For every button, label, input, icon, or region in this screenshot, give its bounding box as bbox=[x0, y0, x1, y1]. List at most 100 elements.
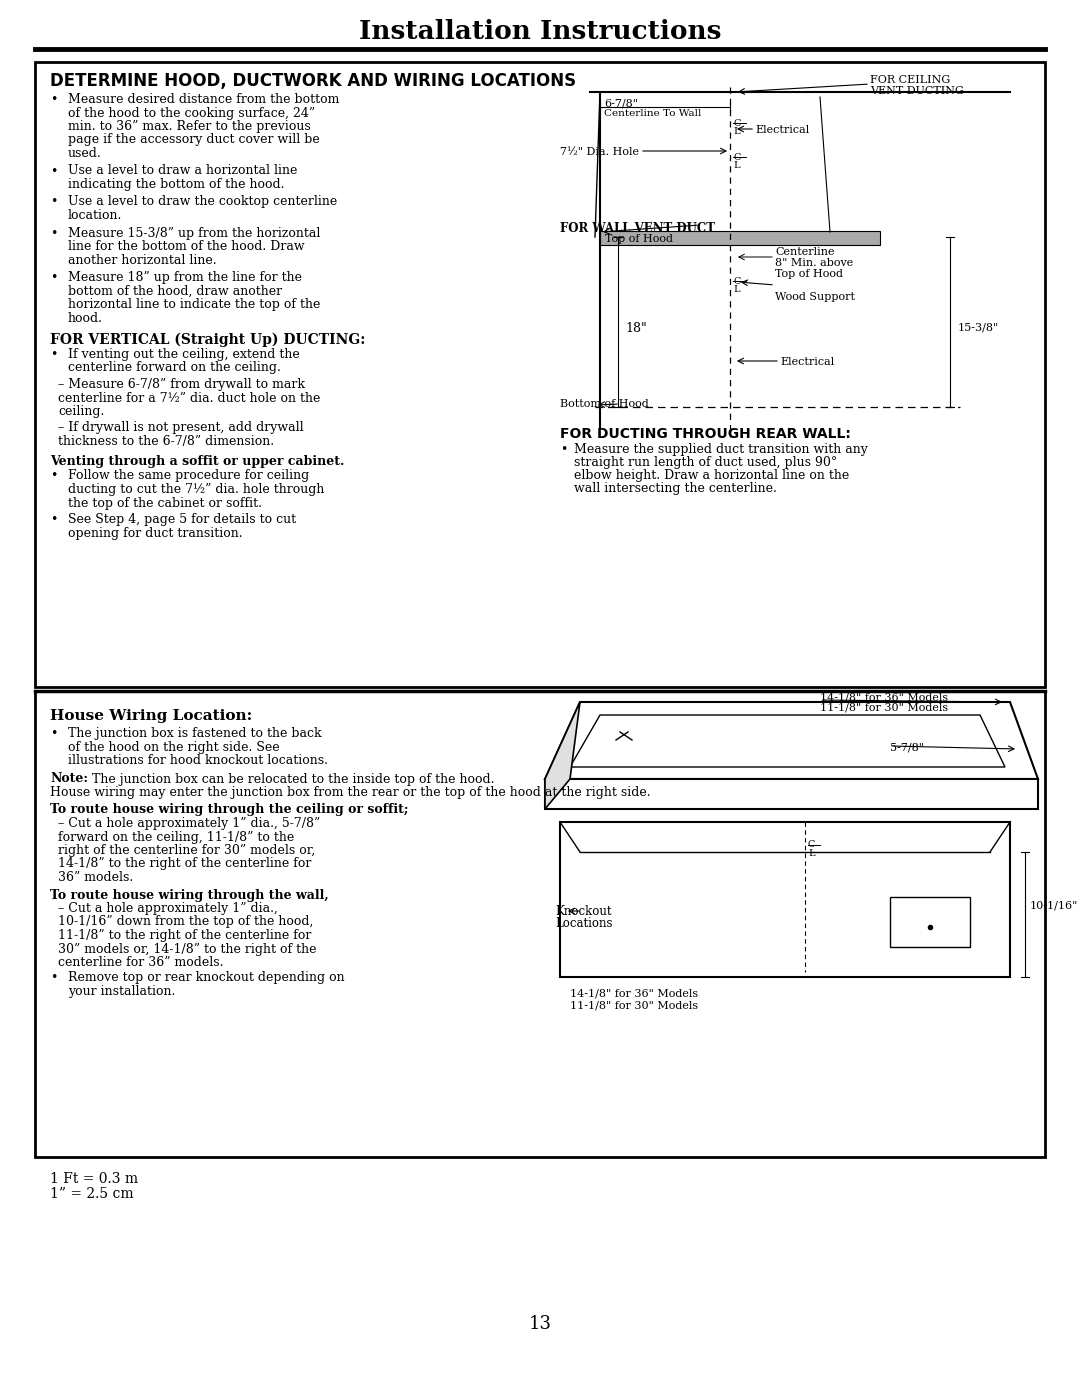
Text: another horizontal line.: another horizontal line. bbox=[68, 253, 217, 267]
Text: •: • bbox=[561, 443, 567, 455]
Text: L: L bbox=[808, 849, 814, 858]
Bar bbox=[35, 692, 1045, 1157]
Text: 1” = 2.5 cm: 1” = 2.5 cm bbox=[50, 1187, 134, 1201]
Text: Venting through a soffit or upper cabinet.: Venting through a soffit or upper cabine… bbox=[50, 455, 345, 468]
Polygon shape bbox=[545, 780, 1038, 809]
Text: Centerline: Centerline bbox=[775, 247, 835, 257]
Text: VENT DUCTING: VENT DUCTING bbox=[870, 87, 963, 96]
Bar bbox=[561, 821, 1010, 977]
Text: •: • bbox=[50, 971, 57, 985]
Text: straight run length of duct used, plus 90°: straight run length of duct used, plus 9… bbox=[573, 455, 837, 469]
Text: The junction box can be relocated to the inside top of the hood.: The junction box can be relocated to the… bbox=[87, 773, 495, 785]
Text: 14-1/8" for 36" Models: 14-1/8" for 36" Models bbox=[570, 989, 698, 999]
Text: Measure the supplied duct transition with any: Measure the supplied duct transition wit… bbox=[573, 443, 868, 455]
Text: 13: 13 bbox=[528, 1315, 552, 1333]
Text: your installation.: your installation. bbox=[68, 985, 175, 997]
Text: FOR CEILING: FOR CEILING bbox=[870, 75, 950, 85]
Text: centerline for 36” models.: centerline for 36” models. bbox=[58, 956, 224, 970]
Text: thickness to the 6-7/8” dimension.: thickness to the 6-7/8” dimension. bbox=[58, 434, 274, 448]
Text: •: • bbox=[50, 348, 57, 360]
Text: forward on the ceiling, 11-1/8” to the: forward on the ceiling, 11-1/8” to the bbox=[58, 830, 294, 844]
Text: Remove top or rear knockout depending on: Remove top or rear knockout depending on bbox=[68, 971, 345, 985]
Text: 15-3/8": 15-3/8" bbox=[958, 321, 999, 332]
Text: 30” models or, 14-1/8” to the right of the: 30” models or, 14-1/8” to the right of t… bbox=[58, 943, 316, 956]
Text: C: C bbox=[733, 154, 741, 162]
Text: L: L bbox=[733, 127, 740, 136]
Text: ducting to cut the 7½” dia. hole through: ducting to cut the 7½” dia. hole through bbox=[68, 483, 324, 496]
Text: 8" Min. above: 8" Min. above bbox=[775, 258, 853, 268]
Text: – If drywall is not present, add drywall: – If drywall is not present, add drywall bbox=[58, 422, 303, 434]
Text: C: C bbox=[808, 840, 815, 849]
Text: line for the bottom of the hood. Draw: line for the bottom of the hood. Draw bbox=[68, 240, 305, 253]
Polygon shape bbox=[545, 703, 1038, 780]
Text: •: • bbox=[50, 726, 57, 740]
Text: To route house wiring through the ceiling or soffit;: To route house wiring through the ceilin… bbox=[50, 803, 408, 816]
Text: 11-1/8” to the right of the centerline for: 11-1/8” to the right of the centerline f… bbox=[58, 929, 311, 942]
Text: 10-1/16": 10-1/16" bbox=[1030, 900, 1078, 909]
Text: L: L bbox=[733, 285, 740, 293]
Text: 10-1/16” down from the top of the hood,: 10-1/16” down from the top of the hood, bbox=[58, 915, 313, 929]
Text: Electrical: Electrical bbox=[780, 358, 834, 367]
Text: Knockout: Knockout bbox=[555, 905, 611, 918]
Text: – Measure 6-7/8” from drywall to mark: – Measure 6-7/8” from drywall to mark bbox=[58, 379, 305, 391]
Text: To route house wiring through the wall,: To route house wiring through the wall, bbox=[50, 888, 328, 901]
Text: 11-1/8" for 30" Models: 11-1/8" for 30" Models bbox=[570, 1002, 698, 1011]
Text: See Step 4, page 5 for details to cut: See Step 4, page 5 for details to cut bbox=[68, 513, 296, 527]
Text: FOR DUCTING THROUGH REAR WALL:: FOR DUCTING THROUGH REAR WALL: bbox=[561, 427, 851, 441]
Text: – Cut a hole approximately 1” dia., 5-7/8”: – Cut a hole approximately 1” dia., 5-7/… bbox=[58, 817, 321, 830]
Text: •: • bbox=[50, 513, 57, 527]
Text: C: C bbox=[733, 277, 741, 286]
Text: elbow height. Draw a horizontal line on the: elbow height. Draw a horizontal line on … bbox=[573, 469, 849, 482]
Text: – Cut a hole approximately 1” dia.,: – Cut a hole approximately 1” dia., bbox=[58, 902, 278, 915]
Text: 18": 18" bbox=[625, 321, 647, 335]
Bar bbox=[890, 897, 970, 947]
Text: Installation Instructions: Installation Instructions bbox=[359, 20, 721, 43]
Text: 14-1/8” to the right of the centerline for: 14-1/8” to the right of the centerline f… bbox=[58, 858, 311, 870]
Text: Measure 18” up from the line for the: Measure 18” up from the line for the bbox=[68, 271, 302, 284]
Bar bbox=[600, 231, 880, 244]
Text: Top of Hood: Top of Hood bbox=[775, 270, 843, 279]
Text: indicating the bottom of the hood.: indicating the bottom of the hood. bbox=[68, 177, 284, 191]
Text: Measure 15-3/8” up from the horizontal: Measure 15-3/8” up from the horizontal bbox=[68, 226, 321, 239]
Text: min. to 36” max. Refer to the previous: min. to 36” max. Refer to the previous bbox=[68, 120, 311, 133]
Text: Electrical: Electrical bbox=[755, 124, 809, 136]
Text: hood.: hood. bbox=[68, 312, 103, 324]
Text: Use a level to draw a horizontal line: Use a level to draw a horizontal line bbox=[68, 165, 297, 177]
Text: •: • bbox=[50, 165, 57, 177]
Text: horizontal line to indicate the top of the: horizontal line to indicate the top of t… bbox=[68, 298, 321, 312]
Text: 1 Ft = 0.3 m: 1 Ft = 0.3 m bbox=[50, 1172, 138, 1186]
Text: centerline for a 7½” dia. duct hole on the: centerline for a 7½” dia. duct hole on t… bbox=[58, 391, 321, 405]
Text: centerline forward on the ceiling.: centerline forward on the ceiling. bbox=[68, 362, 281, 374]
Polygon shape bbox=[545, 703, 580, 809]
Text: the top of the cabinet or soffit.: the top of the cabinet or soffit. bbox=[68, 496, 262, 510]
Text: •: • bbox=[50, 226, 57, 239]
Text: L: L bbox=[733, 161, 740, 170]
Text: DETERMINE HOOD, DUCTWORK AND WIRING LOCATIONS: DETERMINE HOOD, DUCTWORK AND WIRING LOCA… bbox=[50, 73, 576, 89]
Text: Bottom of Hood: Bottom of Hood bbox=[561, 400, 649, 409]
Text: page if the accessory duct cover will be: page if the accessory duct cover will be bbox=[68, 134, 320, 147]
Text: •: • bbox=[50, 271, 57, 284]
Text: •: • bbox=[50, 196, 57, 208]
Text: 7½" Dia. Hole: 7½" Dia. Hole bbox=[561, 147, 639, 156]
Text: 5-7/8": 5-7/8" bbox=[890, 742, 924, 752]
Text: of the hood on the right side. See: of the hood on the right side. See bbox=[68, 740, 280, 753]
Text: 6-7/8": 6-7/8" bbox=[604, 99, 638, 109]
Text: Note:: Note: bbox=[50, 773, 87, 785]
Text: House wiring may enter the junction box from the rear or the top of the hood at : House wiring may enter the junction box … bbox=[50, 787, 650, 799]
Text: Top of Hood: Top of Hood bbox=[605, 235, 673, 244]
Text: bottom of the hood, draw another: bottom of the hood, draw another bbox=[68, 285, 282, 298]
Text: of the hood to the cooking surface, 24”: of the hood to the cooking surface, 24” bbox=[68, 106, 315, 120]
Text: The junction box is fastened to the back: The junction box is fastened to the back bbox=[68, 726, 322, 740]
Text: If venting out the ceiling, extend the: If venting out the ceiling, extend the bbox=[68, 348, 300, 360]
Text: Use a level to draw the cooktop centerline: Use a level to draw the cooktop centerli… bbox=[68, 196, 337, 208]
Text: Measure desired distance from the bottom: Measure desired distance from the bottom bbox=[68, 94, 339, 106]
Text: illustrations for hood knockout locations.: illustrations for hood knockout location… bbox=[68, 754, 328, 767]
Text: House Wiring Location:: House Wiring Location: bbox=[50, 710, 253, 724]
Text: •: • bbox=[50, 469, 57, 482]
Text: ceiling.: ceiling. bbox=[58, 405, 105, 418]
Polygon shape bbox=[570, 715, 1005, 767]
Text: opening for duct transition.: opening for duct transition. bbox=[68, 527, 243, 539]
Text: right of the centerline for 30” models or,: right of the centerline for 30” models o… bbox=[58, 844, 315, 856]
Bar bbox=[35, 61, 1045, 687]
Text: C: C bbox=[733, 119, 741, 129]
